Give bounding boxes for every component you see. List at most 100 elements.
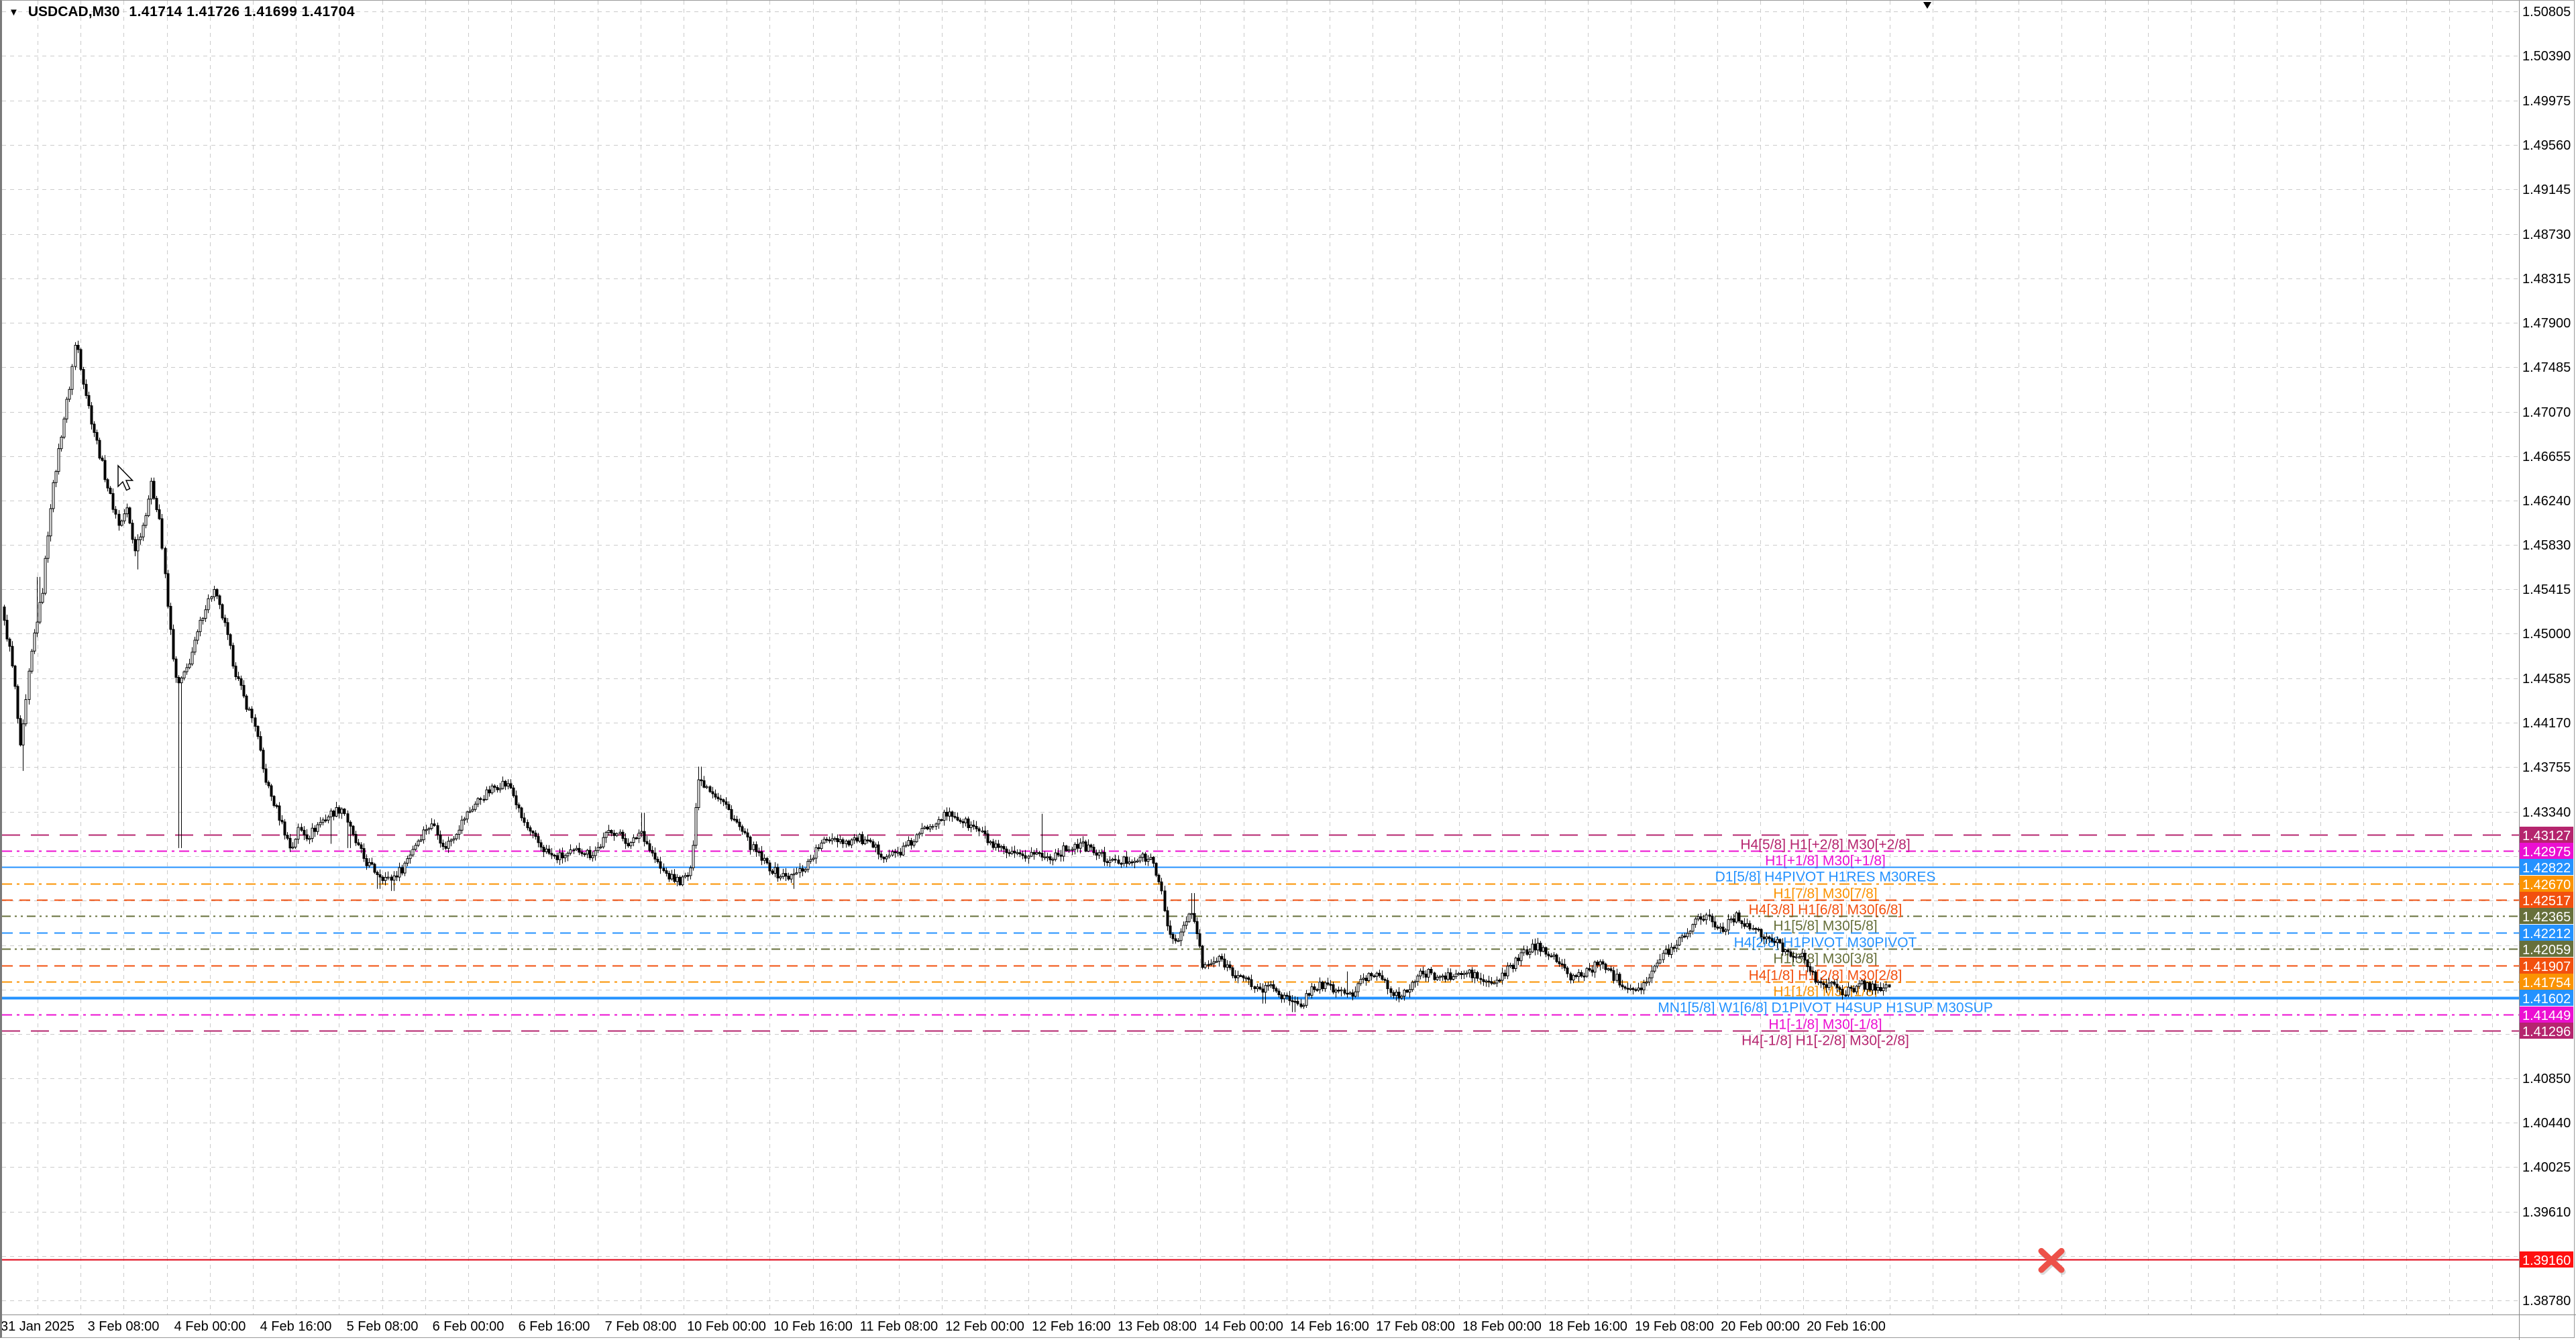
candle-body — [352, 825, 355, 835]
price-axis[interactable]: 1.50805 1.50390 1.49975 1.49560 1.49145 1.487… — [2522, 5, 2571, 1308]
candle-body — [676, 876, 679, 882]
candle-body — [858, 834, 861, 842]
candle-body — [604, 832, 608, 838]
candle-body — [1683, 935, 1686, 937]
candle-body — [1468, 970, 1471, 974]
candle-body — [1503, 972, 1507, 976]
candle-body — [1430, 969, 1433, 974]
candle-body — [392, 875, 396, 881]
candle-body — [1490, 981, 1493, 984]
candle-body — [185, 667, 189, 672]
candle-body — [874, 844, 877, 848]
candle-body — [583, 853, 586, 856]
candle-body — [174, 658, 178, 678]
candle-body — [1585, 968, 1589, 977]
candle-body — [833, 838, 837, 840]
candle-body — [1261, 988, 1265, 993]
candle-body — [1577, 972, 1580, 977]
candle-body — [460, 819, 464, 831]
price-level-box — [2520, 990, 2573, 1006]
candle-body — [891, 851, 894, 856]
candle-body — [806, 861, 810, 870]
candle-body — [904, 845, 908, 847]
candle-body — [879, 854, 883, 858]
candle-body — [188, 664, 191, 668]
candle-body — [60, 437, 63, 450]
time-tick-label: 31 Jan 2025 — [2, 1319, 74, 1334]
candle-body — [1768, 936, 1771, 939]
candle-body — [1293, 1000, 1297, 1003]
candle-body — [1000, 845, 1003, 848]
candle-body — [1814, 972, 1817, 983]
candle-body — [1076, 843, 1079, 849]
candle-body — [381, 876, 384, 881]
candle-body — [1446, 972, 1450, 980]
candle-body — [1773, 941, 1776, 943]
candle-body — [226, 622, 229, 635]
candle-body — [839, 839, 842, 843]
candle-body — [166, 573, 170, 607]
candle-body — [621, 831, 625, 839]
candle-body — [1858, 983, 1861, 987]
candle-body — [335, 807, 338, 817]
candle-body — [180, 677, 183, 684]
price-tick-label: 1.45000 — [2522, 627, 2571, 641]
candle-body — [1626, 988, 1629, 990]
candle-body — [1650, 970, 1654, 978]
candle-body — [1207, 964, 1210, 966]
candle-body — [1593, 962, 1597, 973]
red-x-icon[interactable] — [2038, 1247, 2066, 1275]
candle-body — [1321, 982, 1324, 989]
price-level-box — [2520, 941, 2573, 957]
candle-body — [612, 833, 616, 836]
candle-body — [455, 833, 458, 839]
candle-body — [488, 789, 491, 794]
candle-body — [1138, 857, 1142, 862]
candle-body — [1675, 944, 1678, 949]
candle-body — [578, 847, 581, 853]
candle-body — [204, 609, 207, 619]
candle-body — [147, 499, 150, 516]
candle-body — [1770, 938, 1774, 942]
candle-body — [743, 831, 747, 833]
candle-body — [948, 811, 951, 817]
candle-body — [1672, 947, 1676, 949]
time-axis[interactable]: 31 Jan 2025 3 Feb 08:00 4 Feb 00:00 4 Feb 1… — [2, 1319, 1886, 1334]
candle-body — [1580, 972, 1583, 977]
candle-body — [1485, 980, 1488, 983]
candle-body — [1218, 956, 1221, 962]
candle-body — [1334, 990, 1338, 992]
candle-body — [1528, 951, 1532, 955]
candle-body — [362, 848, 366, 859]
candle-body — [474, 803, 477, 810]
candle-body — [1705, 915, 1708, 921]
candle-body — [199, 619, 202, 632]
candle-body — [1569, 973, 1572, 980]
candle-body — [1601, 961, 1605, 965]
candle-body — [509, 783, 513, 788]
candle-body — [555, 855, 559, 860]
candle-body — [779, 876, 782, 879]
candle-body — [956, 817, 959, 821]
symbol-dropdown-icon[interactable]: ▼ — [9, 6, 19, 18]
candle-body — [969, 825, 973, 828]
time-tick-label: 7 Feb 08:00 — [605, 1319, 677, 1334]
candle-body — [1803, 953, 1807, 961]
candle-body — [425, 829, 428, 831]
time-tick-label: 11 Feb 08:00 — [860, 1319, 938, 1334]
candle-body — [1250, 979, 1253, 987]
candle-body — [468, 811, 472, 813]
candle-body — [321, 819, 325, 823]
candle-body — [1817, 981, 1820, 983]
candle-body — [1155, 863, 1158, 876]
candle-body — [1128, 862, 1131, 864]
candle-body — [242, 684, 246, 697]
candle-body — [319, 822, 322, 825]
candle-body — [575, 847, 578, 850]
candle-body — [923, 827, 926, 829]
candle-body — [1146, 859, 1150, 862]
candle-body — [1781, 942, 1784, 952]
candle-body — [894, 851, 897, 854]
